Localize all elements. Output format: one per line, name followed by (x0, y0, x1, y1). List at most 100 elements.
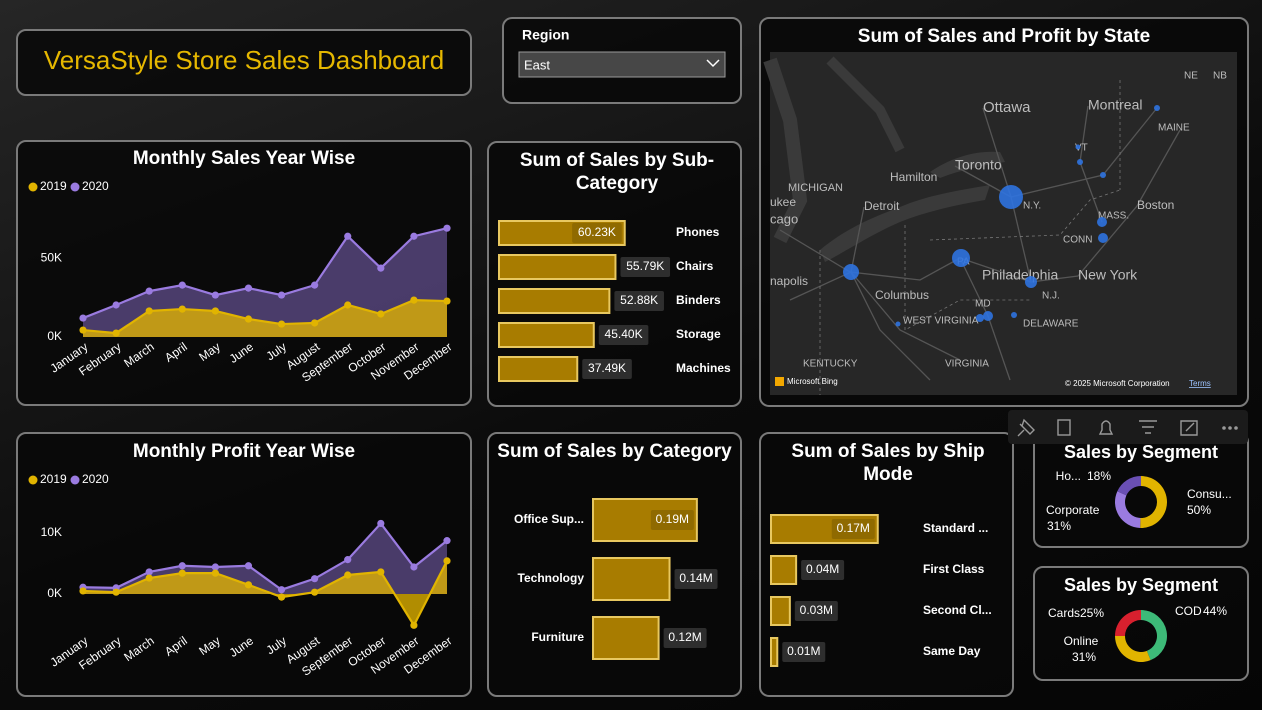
data-label-background (801, 560, 845, 580)
map-place-label: Ottawa (983, 99, 1031, 116)
map-place-label: KENTUCKY (803, 359, 858, 370)
point (145, 307, 153, 315)
point (443, 557, 451, 565)
map-place-label: Columbus (875, 288, 929, 302)
data-label: 60.23K (578, 225, 616, 239)
map-bubble (952, 249, 970, 267)
data-label-background (831, 519, 875, 539)
x-tick-label: June (227, 633, 257, 660)
dropdown-value[interactable]: East (524, 57, 550, 72)
slice-label: Cards (1048, 606, 1080, 620)
category-label: Office Sup... (514, 512, 584, 526)
chart-title: Sales by Segment (1063, 575, 1219, 595)
point (178, 569, 186, 577)
category-label: Binders (676, 293, 721, 307)
chart-title: Monthly Profit Year Wise (132, 441, 356, 462)
map-place-label: NB (1213, 71, 1227, 82)
legend-marker (70, 182, 80, 192)
map-place-label: New York (1078, 267, 1138, 283)
x-tick-label: April (162, 634, 190, 659)
point (443, 224, 451, 232)
category-label: Same Day (923, 644, 981, 658)
map-title: Sum of Sales and Profit by State (857, 26, 1151, 47)
map-terms[interactable]: Terms (1189, 379, 1211, 388)
point (311, 281, 319, 289)
data-label-background (650, 510, 694, 530)
map-place-label: Detroit (864, 199, 900, 213)
dropdown-chevron[interactable] (706, 59, 720, 68)
bar (770, 637, 779, 667)
y-tick-label: 0K (47, 329, 62, 343)
point (178, 562, 186, 570)
borders (819, 80, 1121, 395)
area (83, 300, 447, 337)
point (145, 568, 153, 576)
area (83, 560, 447, 626)
data-label: 0.19M (656, 512, 689, 526)
point (410, 296, 418, 304)
map-place-label: N.Y. (1023, 201, 1041, 212)
point (311, 575, 319, 583)
title-panel (16, 29, 472, 96)
slicer-dropdown[interactable]: East (518, 51, 726, 78)
point (311, 588, 319, 596)
bar (592, 557, 671, 601)
point (344, 301, 352, 309)
data-label: 45.40K (605, 327, 643, 341)
legend-label: 2019 (40, 472, 67, 486)
point (112, 588, 120, 596)
data-label: 0.12M (668, 630, 701, 644)
slice-value-label: 50% (1187, 503, 1211, 517)
map-bubble (1077, 159, 1083, 165)
point (79, 314, 87, 322)
slice-value-label: 31% (1072, 650, 1096, 664)
map-place-label: Toronto (955, 157, 1002, 173)
point (344, 571, 352, 579)
map-bubble (983, 311, 993, 321)
line (82, 560, 448, 628)
data-label-background (598, 325, 649, 345)
slice-value-label: 44% (1203, 604, 1227, 618)
legend-marker (28, 475, 38, 485)
focus-icon[interactable] (1180, 420, 1198, 436)
point (244, 581, 253, 589)
copy-icon[interactable] (1057, 419, 1071, 436)
point (443, 297, 451, 305)
map-place-label: Philadelphia (982, 267, 1058, 283)
chart-panel (16, 140, 472, 406)
chart-panel (1033, 432, 1249, 548)
bar (498, 322, 595, 348)
dropdown-box[interactable] (518, 51, 726, 78)
point (79, 326, 87, 334)
donut-slice (1115, 636, 1151, 662)
filter-icon[interactable] (1139, 420, 1157, 434)
chart-title: Sum of Sales by Category (497, 441, 732, 462)
bar (498, 356, 579, 382)
slice-label: Consu... (1187, 487, 1232, 501)
map-place-label: DELAWARE (1023, 319, 1079, 330)
alert-icon[interactable] (1098, 420, 1114, 435)
point (178, 305, 186, 313)
category-label: First Class (923, 562, 985, 576)
data-label: 0.01M (787, 644, 820, 658)
map-bubble (1075, 144, 1081, 150)
slicer-label: Region (522, 27, 569, 43)
pin-icon[interactable] (1017, 418, 1035, 437)
category-label: Furniture (531, 630, 584, 644)
dashboard-title: VersaStyle Store Sales Dashboard (43, 45, 445, 75)
point (410, 563, 418, 571)
category-label: Machines (676, 361, 731, 375)
data-label-background (614, 291, 664, 311)
more-icon[interactable] (1222, 426, 1238, 430)
map-place-label: MAINE (1158, 123, 1190, 134)
chart-panel (16, 432, 472, 697)
toolbar-background (1008, 410, 1248, 444)
point (277, 320, 286, 328)
point (277, 593, 286, 601)
data-label-background (674, 569, 718, 589)
donut-slice (1141, 610, 1167, 661)
category-label: Standard ... (923, 521, 988, 535)
point (112, 301, 120, 309)
map-bubble (895, 321, 901, 327)
